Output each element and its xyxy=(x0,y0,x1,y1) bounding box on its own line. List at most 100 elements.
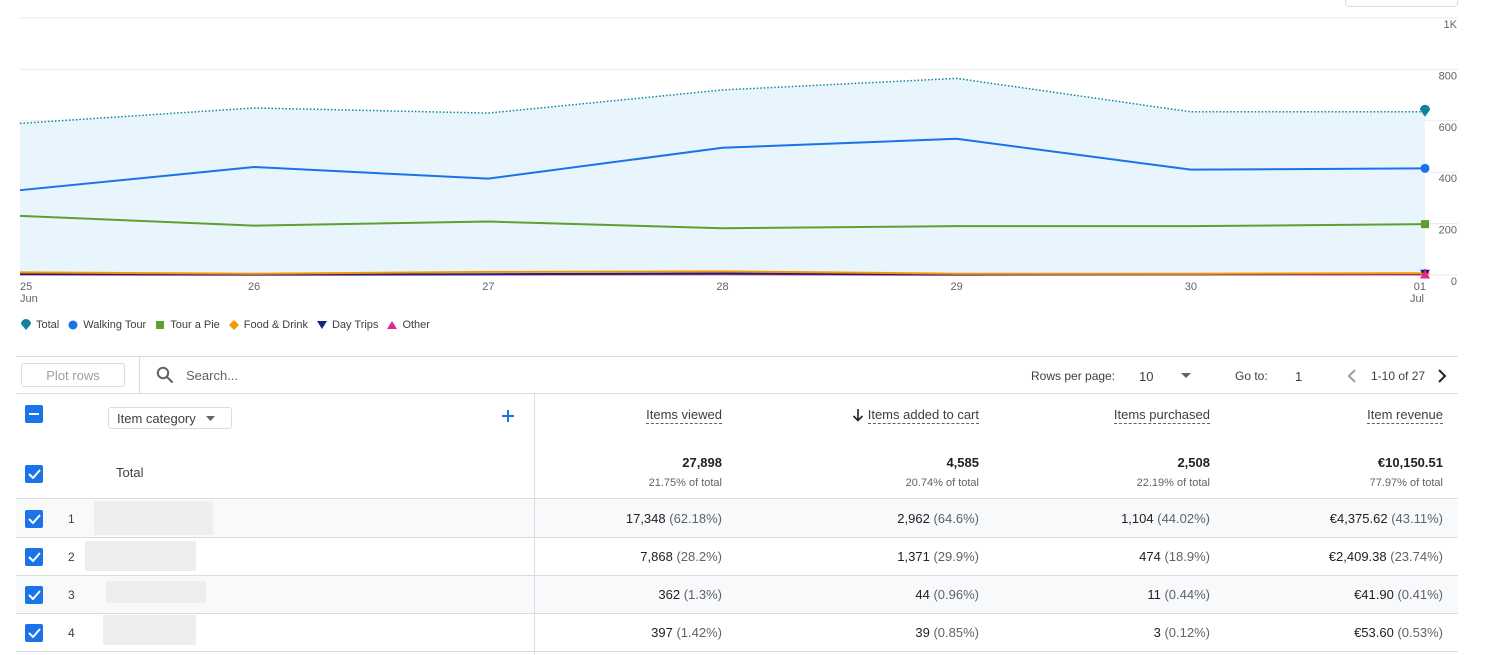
triangle-up-icon xyxy=(387,321,398,329)
chart-legend: Total Walking Tour Tour a Pie Food & Drink D… xyxy=(20,317,438,333)
check-icon xyxy=(27,514,41,524)
total-label: Total xyxy=(116,465,144,480)
legend-label: Total xyxy=(36,319,60,331)
go-to-label: Go to: xyxy=(1235,369,1268,383)
legend-item[interactable]: Tour a Pie xyxy=(154,319,220,331)
redacted-category xyxy=(85,541,196,571)
line-chart: 0 200 400 600 800 1K 25 Jun 26 27 28 29 30 01 Jul xyxy=(0,0,1485,312)
pin-icon xyxy=(21,319,31,330)
cell-items-added: 2,962 (64.6%) xyxy=(897,511,979,526)
cell-items-added: 1,371 (29.9%) xyxy=(897,549,979,564)
series-line-tour-a-pie xyxy=(19,214,1426,230)
x-tick-label: 25 xyxy=(20,281,32,293)
y-tick-label: 800 xyxy=(1439,70,1457,82)
plot-rows-button[interactable]: Plot rows xyxy=(21,363,125,387)
series-end-marker xyxy=(1420,269,1430,279)
column-header-label: Items added to cart xyxy=(867,407,979,424)
rows-per-page-value: 10 xyxy=(1139,368,1154,384)
table-row[interactable]: 1 17,348 (62.18%) 2,962 (64.6%) 1,104 (4… xyxy=(16,500,1458,538)
legend-label: Other xyxy=(402,319,430,331)
pagination-text: 1-10 of 27 xyxy=(1371,369,1426,383)
table-header: Item category Total Items viewed Items a… xyxy=(16,394,1458,499)
rows-per-page-select[interactable]: 10 xyxy=(1139,357,1199,395)
total-checkbox[interactable] xyxy=(25,465,43,483)
item-category-label: Item category xyxy=(117,410,196,426)
legend-item[interactable]: Food & Drink xyxy=(228,319,308,331)
redacted-category xyxy=(106,581,206,603)
row-checkbox[interactable] xyxy=(25,510,43,528)
go-to-value: 1 xyxy=(1295,368,1303,384)
series-line-walking-tour xyxy=(19,137,1426,192)
chevron-left-icon[interactable] xyxy=(1347,368,1357,384)
column-header-item-revenue[interactable]: Item revenue xyxy=(1367,407,1443,424)
column-header-items-added-to-cart[interactable]: Items added to cart xyxy=(852,407,979,424)
check-icon xyxy=(27,469,41,479)
table-row[interactable]: 2 7,868 (28.2%) 1,371 (29.9%) 474 (18.9%… xyxy=(16,538,1458,576)
cell-item-revenue: €41.90 (0.41%) xyxy=(1354,587,1443,602)
table-row[interactable]: 4 397 (1.42%) 39 (0.85%) 3 (0.12%) €53.6… xyxy=(16,614,1458,652)
total-value: 27,898 xyxy=(682,455,722,470)
item-category-dropdown[interactable]: Item category xyxy=(108,407,232,429)
legend-label: Food & Drink xyxy=(243,319,308,331)
total-area-fill xyxy=(20,78,1425,276)
table-toolbar: Plot rows Rows per page: 10 Go to: 1 1-1… xyxy=(16,356,1458,394)
cell-items-added: 44 (0.96%) xyxy=(915,587,979,602)
y-tick-label: 600 xyxy=(1439,122,1457,134)
cell-item-revenue: €4,375.62 (43.11%) xyxy=(1329,511,1443,526)
column-header-items-viewed[interactable]: Items viewed xyxy=(646,407,722,424)
cell-items-purchased: 474 (18.9%) xyxy=(1139,549,1210,564)
legend-item[interactable]: Total xyxy=(20,319,59,331)
total-percent: 20.74% of total xyxy=(905,477,979,489)
check-icon xyxy=(27,590,41,600)
cell-items-viewed: 7,868 (28.2%) xyxy=(640,549,722,564)
triangle-down-icon xyxy=(316,321,327,329)
legend-label: Tour a Pie xyxy=(170,319,220,331)
row-number: 4 xyxy=(68,626,75,640)
cell-items-viewed: 17,348 (62.18%) xyxy=(625,511,722,526)
check-icon xyxy=(27,552,41,562)
select-all-checkbox[interactable] xyxy=(25,405,43,423)
total-percent: 21.75% of total xyxy=(648,477,722,489)
caret-down-icon xyxy=(1181,373,1192,378)
y-tick-label: 400 xyxy=(1439,173,1457,185)
row-checkbox[interactable] xyxy=(25,548,43,566)
square-icon xyxy=(156,321,165,329)
series-end-marker xyxy=(1420,104,1430,117)
row-checkbox[interactable] xyxy=(25,624,43,642)
cell-items-added: 39 (0.85%) xyxy=(915,625,979,640)
column-header-items-purchased[interactable]: Items purchased xyxy=(1113,407,1210,424)
search-input[interactable] xyxy=(184,366,484,384)
x-tick-label: 30 xyxy=(1185,281,1197,293)
caret-down-icon xyxy=(205,415,215,421)
y-tick-label: 1K xyxy=(1444,19,1458,31)
chevron-right-icon[interactable] xyxy=(1437,368,1447,384)
check-icon xyxy=(27,628,41,638)
sort-descending-icon xyxy=(852,409,863,422)
legend-item[interactable]: Day Trips xyxy=(316,319,378,331)
series-end-marker xyxy=(1421,220,1429,229)
x-tick-label: 01 xyxy=(1414,281,1426,293)
go-to-input[interactable]: 1 xyxy=(1295,357,1335,395)
toolbar-divider xyxy=(139,356,140,394)
x-tick-label: 28 xyxy=(716,281,728,293)
y-tick-label: 200 xyxy=(1439,225,1457,237)
row-checkbox[interactable] xyxy=(25,586,43,604)
legend-item[interactable]: Walking Tour xyxy=(67,319,146,331)
table-row[interactable]: 3 362 (1.3%) 44 (0.96%) 11 (0.44%) €41.9… xyxy=(16,576,1458,614)
total-value: 4,585 xyxy=(946,455,979,470)
row-number: 1 xyxy=(68,512,75,526)
total-value: 2,508 xyxy=(1177,455,1210,470)
cell-item-revenue: €2,409.38 (23.74%) xyxy=(1328,549,1443,564)
search-icon xyxy=(156,366,173,383)
x-tick-label: 27 xyxy=(482,281,494,293)
cell-item-revenue: €53.60 (0.53%) xyxy=(1354,625,1443,640)
chart-options-button[interactable] xyxy=(1345,0,1458,7)
x-tick-label: 26 xyxy=(248,281,260,293)
add-dimension-icon[interactable] xyxy=(502,410,514,422)
series-line-food-drink xyxy=(19,270,1426,275)
legend-item[interactable]: Other xyxy=(386,319,430,331)
x-tick-month-label: Jun xyxy=(20,293,38,305)
legend-label: Walking Tour xyxy=(83,319,147,331)
cell-items-purchased: 11 (0.44%) xyxy=(1147,587,1210,602)
